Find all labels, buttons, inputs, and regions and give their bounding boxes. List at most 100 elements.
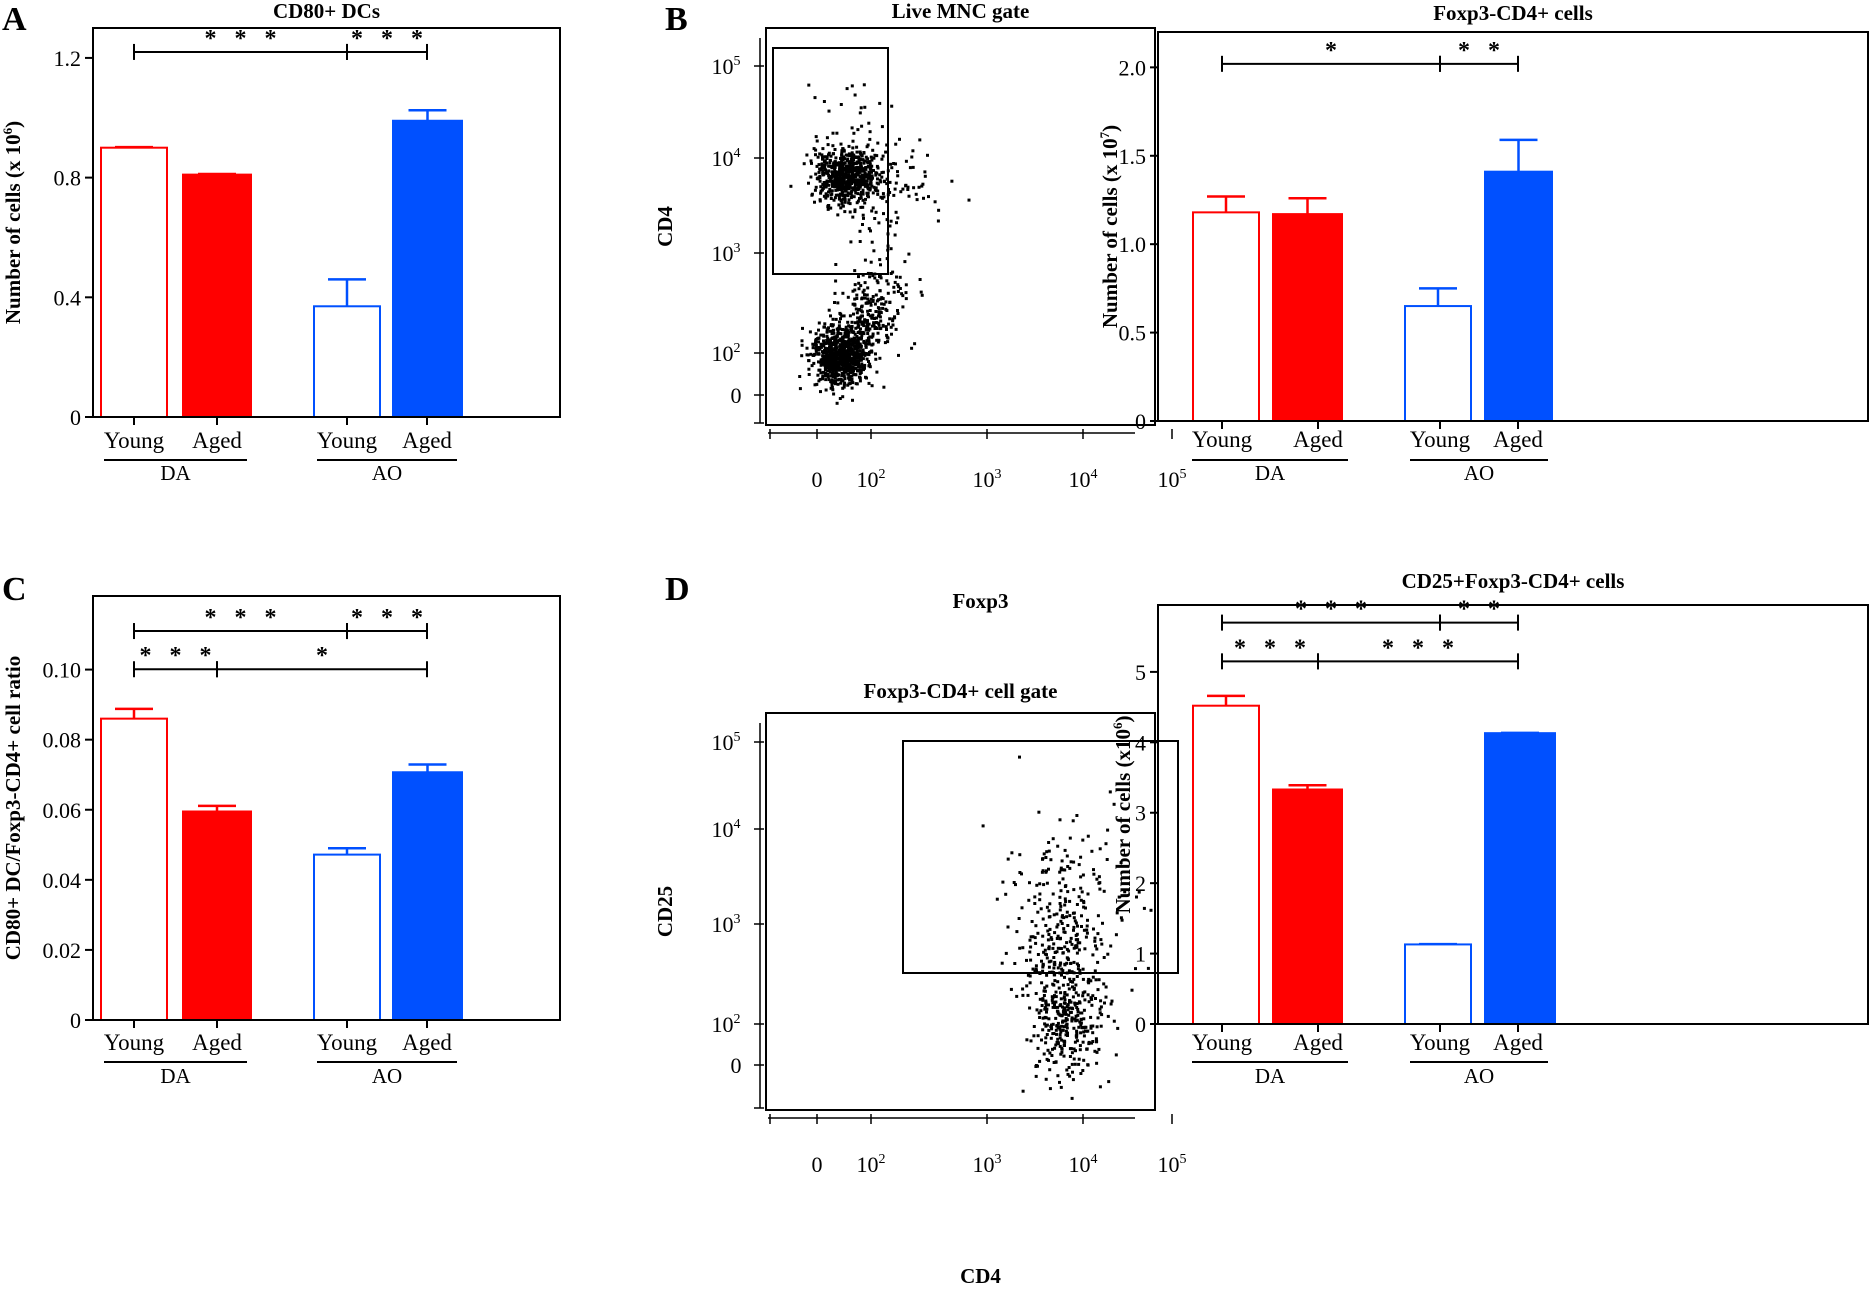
event-dot [1056,1037,1060,1041]
event-dot [860,297,864,301]
event-dot [1021,993,1025,997]
bar-blue-open [313,305,381,418]
event-dot [878,101,882,105]
event-dot [1051,1032,1055,1036]
event-dot [1084,935,1088,939]
event-dot [1058,963,1062,967]
event-dot [1065,854,1069,858]
event-dot [830,383,834,387]
event-dot [889,162,893,166]
event-dot [840,198,844,202]
event-dot [1058,902,1062,905]
event-dot [1035,1008,1039,1012]
event-dot [826,341,829,344]
event-dot [1089,1024,1093,1028]
gate-rectangle [902,740,1179,974]
event-dot [1034,941,1038,945]
event-dot [866,286,870,290]
event-dot [1048,1051,1052,1055]
event-dot [859,337,863,341]
event-dot [828,345,831,349]
event-dot [869,177,873,181]
event-dot [1025,1038,1029,1042]
event-dot [844,193,848,197]
event-dot [1068,940,1072,944]
event-dot [1045,984,1049,988]
event-dot [1054,990,1058,994]
event-dot [868,130,872,134]
event-dot [923,174,927,178]
event-dot [1031,935,1035,939]
event-dot [870,350,874,354]
event-dot [853,288,857,292]
y-tick-label: 104 [712,817,741,842]
event-dot [866,297,870,301]
event-dot [874,310,878,313]
event-dot [856,336,860,340]
event-dot [1081,977,1085,981]
event-dot [1027,898,1031,902]
event-dot [1106,952,1110,956]
event-dot [864,197,867,201]
event-dot [1045,881,1049,885]
event-dot [862,83,866,87]
event-dot [1044,856,1048,859]
event-dot [840,201,844,205]
event-dot [843,210,847,214]
event-dot [1051,946,1055,950]
event-dot [1074,991,1078,995]
event-dot [834,170,838,174]
event-dot [849,196,853,200]
event-dot [832,373,836,377]
event-dot [1107,1080,1111,1084]
event-dot [1094,944,1097,948]
y-axis-label: Number of cells (x106) [1110,716,1135,914]
event-dot [1040,1038,1043,1042]
event-dot [857,178,861,182]
event-dot [862,332,866,336]
event-dot [821,156,824,160]
event-dot [834,156,838,160]
event-dot [1085,1047,1089,1051]
event-dot [834,359,838,363]
event-dot [849,327,853,331]
event-dot [1092,868,1095,872]
event-dot [843,334,847,338]
event-dot [842,176,846,179]
event-dot [890,166,894,170]
event-dot [839,185,842,189]
event-dot [1040,943,1044,947]
event-dot [856,316,860,320]
panel-letter-a: A [2,1,27,38]
event-dot [833,301,836,304]
event-dot [1009,987,1013,991]
event-dot [850,177,854,181]
event-dot [1079,886,1083,890]
event-dot [1068,1055,1072,1058]
event-dot [865,293,869,297]
event-dot [1097,881,1101,885]
event-dot [877,323,881,327]
y-tick-label: 0 [1135,1012,1146,1037]
event-dot [886,193,890,197]
event-dot [824,363,828,367]
event-dot [1037,810,1041,814]
event-dot [852,195,856,199]
event-dot [827,169,831,173]
event-dot [1042,1052,1046,1056]
event-dot [838,355,842,359]
event-dot [859,368,863,372]
event-dot [894,210,898,214]
event-dot [1053,931,1057,935]
x-category-label: Aged [402,1030,452,1055]
event-dot [1051,892,1055,896]
event-dot [888,191,892,194]
y-tick-label: 0.8 [54,166,82,191]
event-dot [1056,980,1060,984]
event-dot [1032,1025,1036,1028]
event-dot [831,181,835,184]
event-dot [1070,1062,1074,1066]
event-dot [1045,1007,1049,1011]
event-dot [834,188,838,192]
event-dot [845,186,849,190]
